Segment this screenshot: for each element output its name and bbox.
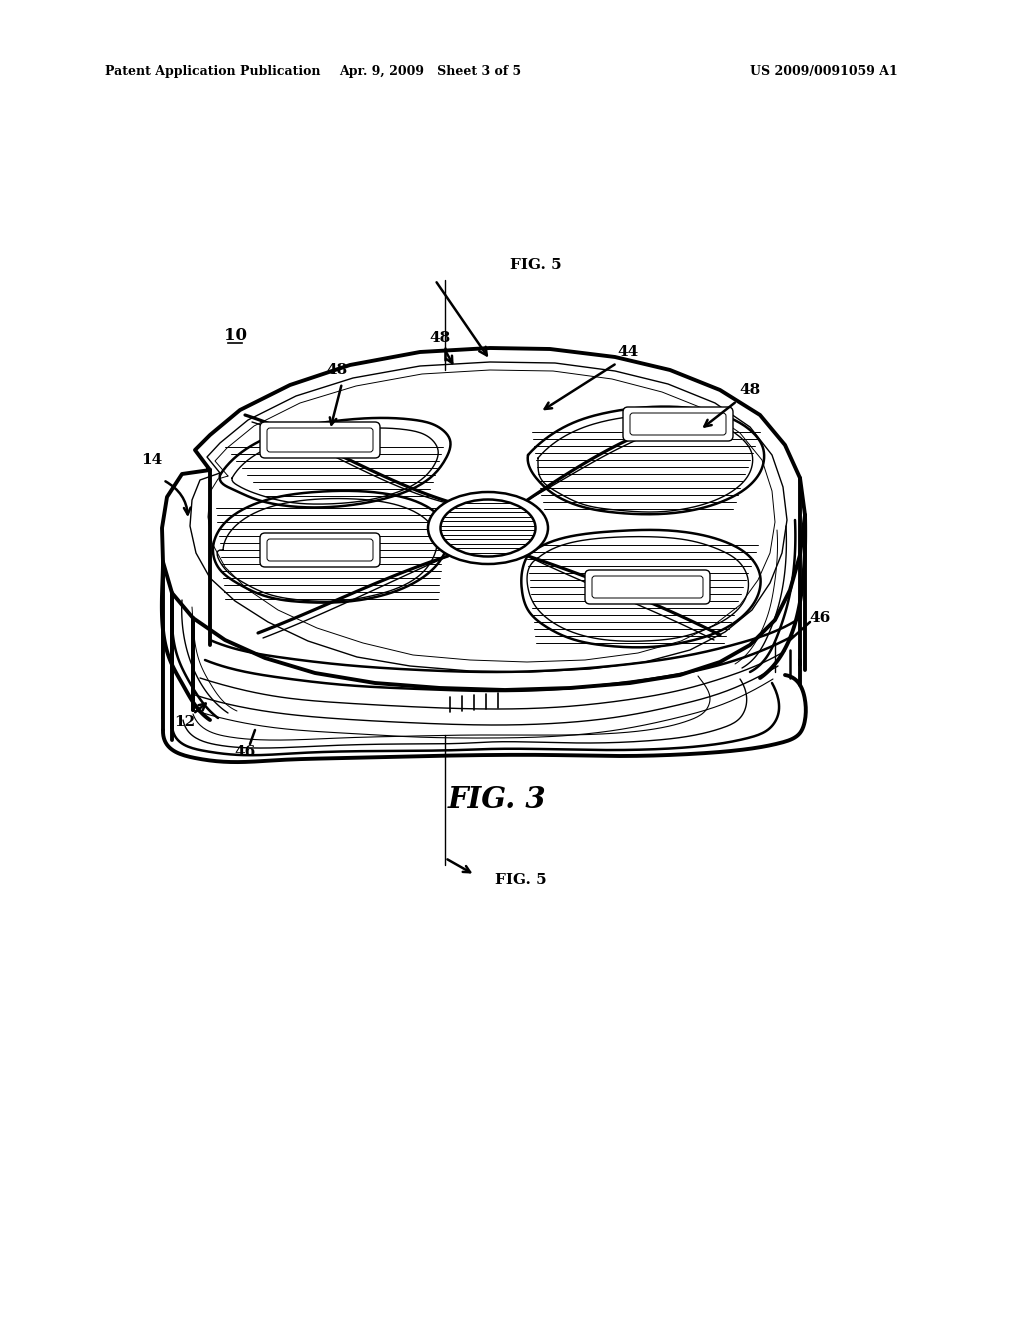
FancyBboxPatch shape <box>630 413 726 436</box>
Ellipse shape <box>440 499 536 557</box>
Text: 44: 44 <box>617 345 639 359</box>
Text: 48: 48 <box>327 363 347 378</box>
Text: 10: 10 <box>223 326 247 343</box>
Text: 48: 48 <box>739 383 761 397</box>
FancyBboxPatch shape <box>592 576 703 598</box>
FancyBboxPatch shape <box>267 428 373 451</box>
Text: Patent Application Publication: Patent Application Publication <box>105 66 321 78</box>
Text: 12: 12 <box>174 715 196 729</box>
FancyBboxPatch shape <box>267 539 373 561</box>
Text: Apr. 9, 2009   Sheet 3 of 5: Apr. 9, 2009 Sheet 3 of 5 <box>339 66 521 78</box>
FancyBboxPatch shape <box>260 422 380 458</box>
FancyBboxPatch shape <box>585 570 710 605</box>
Text: US 2009/0091059 A1: US 2009/0091059 A1 <box>750 66 898 78</box>
Text: 48: 48 <box>429 331 451 345</box>
Ellipse shape <box>428 492 548 564</box>
Text: 14: 14 <box>141 453 163 467</box>
Text: FIG. 5: FIG. 5 <box>510 257 561 272</box>
FancyBboxPatch shape <box>623 407 733 441</box>
Text: FIG. 3: FIG. 3 <box>447 785 547 814</box>
FancyBboxPatch shape <box>260 533 380 568</box>
Text: 46: 46 <box>809 611 830 624</box>
Text: 46: 46 <box>234 744 256 759</box>
Text: FIG. 5: FIG. 5 <box>495 873 547 887</box>
